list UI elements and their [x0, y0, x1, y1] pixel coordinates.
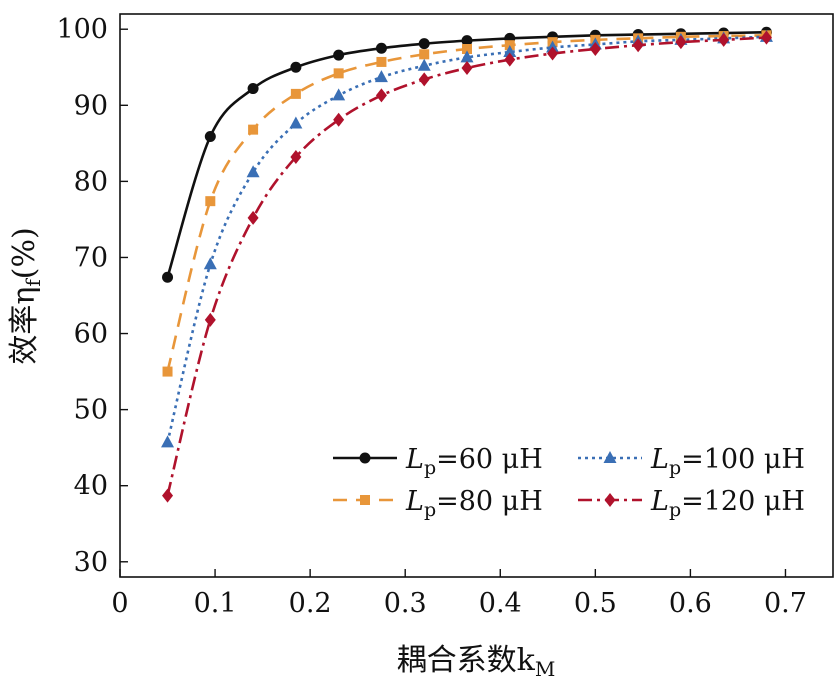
legend-marker — [360, 495, 370, 505]
data-point — [376, 56, 387, 67]
y-tick-label: 70 — [74, 242, 108, 273]
x-tick-label: 0.7 — [764, 588, 807, 619]
data-point — [248, 124, 259, 135]
series-line — [166, 34, 767, 372]
legend-label: Lp=120 μH — [650, 486, 805, 521]
data-point — [162, 366, 173, 377]
data-point — [589, 41, 601, 56]
y-tick-label: 50 — [74, 395, 108, 426]
data-point — [161, 435, 175, 448]
data-point — [162, 271, 174, 283]
series-line — [166, 36, 767, 496]
data-point — [289, 116, 303, 129]
legend-label: Lp=100 μH — [650, 444, 805, 479]
data-point — [205, 196, 216, 207]
legend-label: Lp=80 μH — [405, 486, 543, 521]
y-axis-title: 效率ηf(%) — [7, 227, 45, 364]
data-point — [333, 112, 345, 127]
data-point — [460, 50, 474, 63]
y-tick-label: 40 — [74, 471, 108, 502]
data-point — [333, 68, 344, 79]
legend-item: Lp=60 μH — [333, 444, 543, 479]
series-line — [166, 35, 767, 443]
legend: Lp=60 μH Lp=80 μH Lp=100 μH Lp=120 μH — [333, 444, 805, 521]
axis-ticks: 0 0.1 0.2 0.3 0.4 0.5 0.6 0.7 30 40 50 60 70 80 90 100 — [56, 14, 806, 619]
plot-frame — [119, 13, 834, 578]
x-tick-label: 0.3 — [384, 588, 427, 619]
data-point — [760, 30, 772, 45]
legend-marker — [604, 493, 616, 507]
data-point — [162, 488, 174, 503]
legend-marker — [359, 452, 371, 464]
y-tick-label: 80 — [74, 166, 108, 197]
x-axis-title: 耦合系数kM — [397, 643, 556, 681]
data-point — [504, 52, 516, 67]
series-4 — [162, 30, 772, 503]
data-point — [247, 83, 259, 95]
data-point — [290, 88, 301, 99]
y-tick-label: 60 — [74, 319, 108, 350]
legend-item: Lp=100 μH — [578, 444, 805, 479]
data-point — [503, 45, 517, 58]
data-point — [333, 49, 345, 61]
data-point — [547, 46, 559, 61]
data-point — [290, 61, 302, 73]
data-point — [374, 70, 388, 83]
data-point — [418, 72, 430, 87]
data-point — [290, 150, 302, 165]
data-point — [332, 88, 346, 101]
legend-label: Lp=60 μH — [405, 444, 543, 479]
data-point — [461, 61, 473, 76]
legend-item: Lp=120 μH — [578, 486, 805, 521]
data-point — [204, 312, 216, 327]
series-2 — [162, 30, 772, 377]
x-tick-label: 0.4 — [479, 588, 522, 619]
data-point — [246, 165, 260, 178]
data-point — [375, 88, 387, 103]
legend-marker — [603, 451, 617, 463]
series-layer — [161, 26, 773, 503]
legend-item: Lp=80 μH — [333, 486, 543, 521]
data-point — [632, 38, 644, 53]
x-tick-label: 0 — [111, 588, 128, 619]
x-tick-label: 0.2 — [289, 588, 332, 619]
y-tick-label: 100 — [56, 14, 108, 45]
data-point — [718, 32, 730, 47]
data-point — [461, 35, 473, 47]
y-tick-label: 30 — [74, 547, 108, 578]
data-point — [204, 130, 216, 142]
data-point — [203, 257, 217, 270]
data-point — [675, 35, 687, 50]
x-tick-label: 0.1 — [194, 588, 237, 619]
data-point — [546, 40, 560, 53]
y-tick-label: 90 — [74, 90, 108, 121]
x-tick-label: 0.6 — [669, 588, 712, 619]
data-point — [419, 49, 430, 60]
data-point — [375, 42, 387, 54]
data-point — [417, 58, 431, 71]
data-point — [461, 43, 472, 54]
data-point — [418, 38, 430, 50]
data-point — [247, 210, 259, 225]
x-tick-label: 0.5 — [574, 588, 617, 619]
